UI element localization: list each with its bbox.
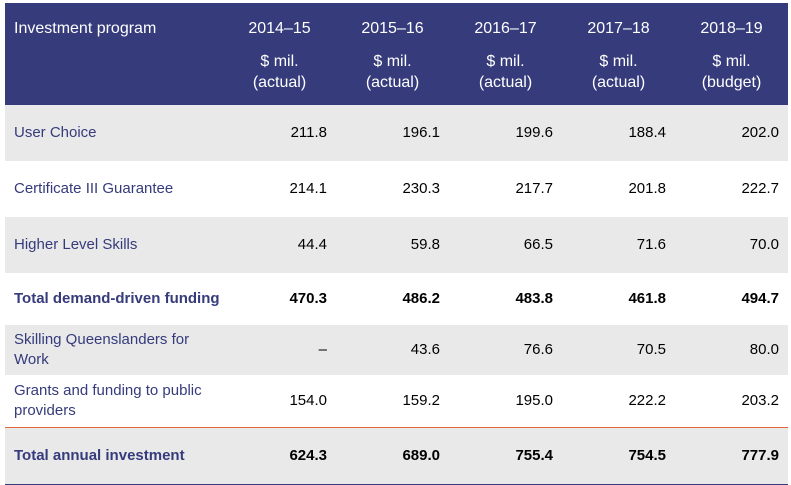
header-year: 2016–17 xyxy=(449,3,562,47)
cell-value: 217.7 xyxy=(515,180,553,197)
cell-value: 188.4 xyxy=(562,105,675,161)
cell-value: 202.0 xyxy=(675,105,788,161)
cell-value: 70.0 xyxy=(675,217,788,273)
cell-value: 71.6 xyxy=(562,217,675,273)
cell-value: 461.8 xyxy=(628,290,666,307)
cell-value: 80.0 xyxy=(675,325,788,375)
header-year: 2018–19 xyxy=(675,3,788,47)
header-blank xyxy=(5,47,223,105)
header-program: Investment program xyxy=(5,3,223,47)
table-row: User Choice 211.8 196.1 199.6 188.4 202.… xyxy=(5,105,788,161)
row-label: Total annual investment xyxy=(5,427,223,485)
unit-label: $ mil. xyxy=(599,53,638,70)
row-divider xyxy=(5,427,788,428)
header-year: 2017–18 xyxy=(562,3,675,47)
table-row: Certificate III Guarantee 214.1 230.3 21… xyxy=(5,161,788,217)
cell-value: 222.7 xyxy=(741,180,779,197)
table-row-total: Total demand-driven funding 470.3 486.2 … xyxy=(5,273,788,325)
header-unit: $ mil. (actual) xyxy=(449,47,562,105)
header-unit: $ mil. (actual) xyxy=(562,47,675,105)
cell-value: 154.0 xyxy=(289,392,327,409)
cell-value: 777.9 xyxy=(675,427,788,485)
row-label: Total demand-driven funding xyxy=(14,290,220,307)
header-unit: $ mil. (budget) xyxy=(675,47,788,105)
cell-value: 43.6 xyxy=(336,325,449,375)
unit-label: $ mil. xyxy=(373,53,412,70)
cell-value: 159.2 xyxy=(402,392,440,409)
row-label: Grants and funding to public providers xyxy=(14,382,202,419)
cell-value: 44.4 xyxy=(223,217,336,273)
investment-table-container: Investment program 2014–15 2015–16 2016–… xyxy=(5,3,788,485)
cell-value: 230.3 xyxy=(402,180,440,197)
cell-value: 211.8 xyxy=(223,105,336,161)
cell-value: 59.8 xyxy=(336,217,449,273)
table-row-grand-total: Total annual investment 624.3 689.0 755.… xyxy=(5,427,788,485)
cell-value: 203.2 xyxy=(741,392,779,409)
unit-label: $ mil. xyxy=(712,53,751,70)
cell-value: 755.4 xyxy=(449,427,562,485)
row-label: Higher Level Skills xyxy=(5,217,223,273)
header-unit: $ mil. (actual) xyxy=(223,47,336,105)
kind-label: (actual) xyxy=(591,74,646,91)
investment-table: Investment program 2014–15 2015–16 2016–… xyxy=(5,3,788,485)
divider-line xyxy=(5,427,788,428)
cell-value: 222.2 xyxy=(628,392,666,409)
cell-value: 214.1 xyxy=(289,180,327,197)
row-label: Skilling Queenslanders for Work xyxy=(5,325,223,375)
cell-value: 470.3 xyxy=(289,290,327,307)
cell-value: 195.0 xyxy=(515,392,553,409)
row-label: Certificate III Guarantee xyxy=(14,180,174,197)
cell-value: 689.0 xyxy=(336,427,449,485)
unit-label: $ mil. xyxy=(260,53,299,70)
cell-value: 201.8 xyxy=(628,180,666,197)
cell-value: 76.6 xyxy=(449,325,562,375)
header-unit: $ mil. (actual) xyxy=(336,47,449,105)
cell-value: 196.1 xyxy=(336,105,449,161)
unit-label: $ mil. xyxy=(486,53,525,70)
table-row: Skilling Queenslanders for Work – 43.6 7… xyxy=(5,325,788,375)
kind-label: (budget) xyxy=(701,74,762,91)
table-row: Grants and funding to public providers 1… xyxy=(5,375,788,427)
cell-value: 624.3 xyxy=(223,427,336,485)
cell-value: 66.5 xyxy=(449,217,562,273)
table-row: Higher Level Skills 44.4 59.8 66.5 71.6 … xyxy=(5,217,788,273)
cell-value: 494.7 xyxy=(741,290,779,307)
header-year: 2014–15 xyxy=(223,3,336,47)
cell-value: – xyxy=(223,325,336,375)
row-label: User Choice xyxy=(5,105,223,161)
table-header: Investment program 2014–15 2015–16 2016–… xyxy=(5,3,788,105)
cell-value: 70.5 xyxy=(562,325,675,375)
cell-value: 486.2 xyxy=(402,290,440,307)
kind-label: (actual) xyxy=(252,74,307,91)
cell-value: 754.5 xyxy=(562,427,675,485)
cell-value: 483.8 xyxy=(515,290,553,307)
kind-label: (actual) xyxy=(365,74,420,91)
kind-label: (actual) xyxy=(478,74,533,91)
cell-value: 199.6 xyxy=(449,105,562,161)
header-year: 2015–16 xyxy=(336,3,449,47)
